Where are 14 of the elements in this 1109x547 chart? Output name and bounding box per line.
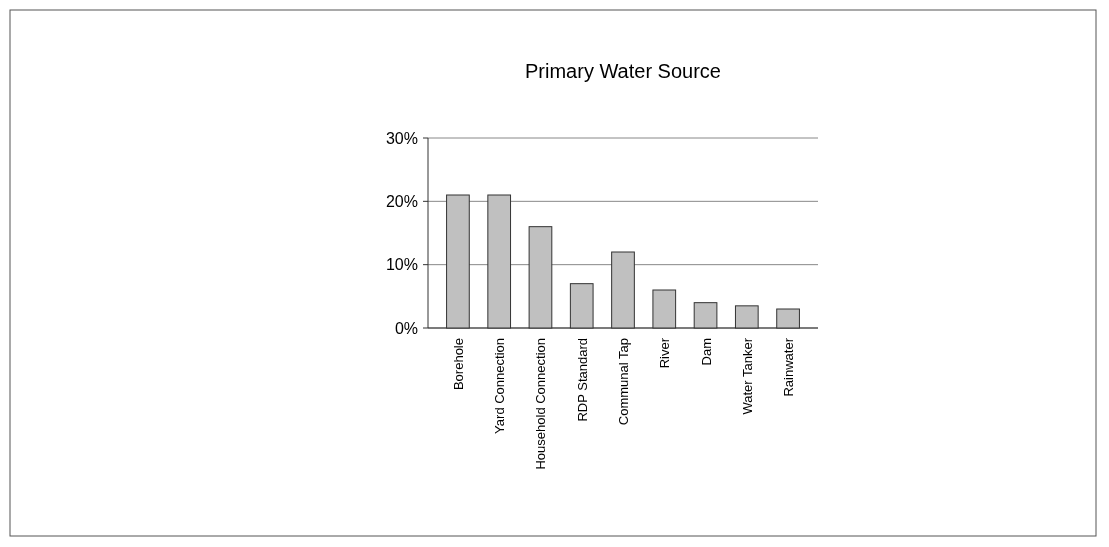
x-tick-label: Yard Connection: [492, 338, 508, 434]
x-tick-label: Water Tanker: [739, 337, 755, 415]
x-tick-label: Dam: [698, 338, 714, 366]
x-tick-label: Rainwater: [781, 337, 797, 397]
x-tick-label: Household Connection: [533, 338, 549, 470]
x-tick-label: RDP Standard: [574, 338, 590, 422]
x-tick-label: River: [657, 337, 673, 369]
y-tick-label: 30%: [385, 129, 418, 147]
chart-title: Primary Water Source: [525, 60, 721, 82]
x-tick-label: Communal Tap: [616, 338, 631, 426]
y-tick-label: 10%: [385, 256, 418, 274]
y-tick-label: 20%: [385, 192, 418, 210]
x-tick-label: Borehole: [450, 338, 466, 391]
y-tick-label: 0%: [394, 319, 418, 337]
